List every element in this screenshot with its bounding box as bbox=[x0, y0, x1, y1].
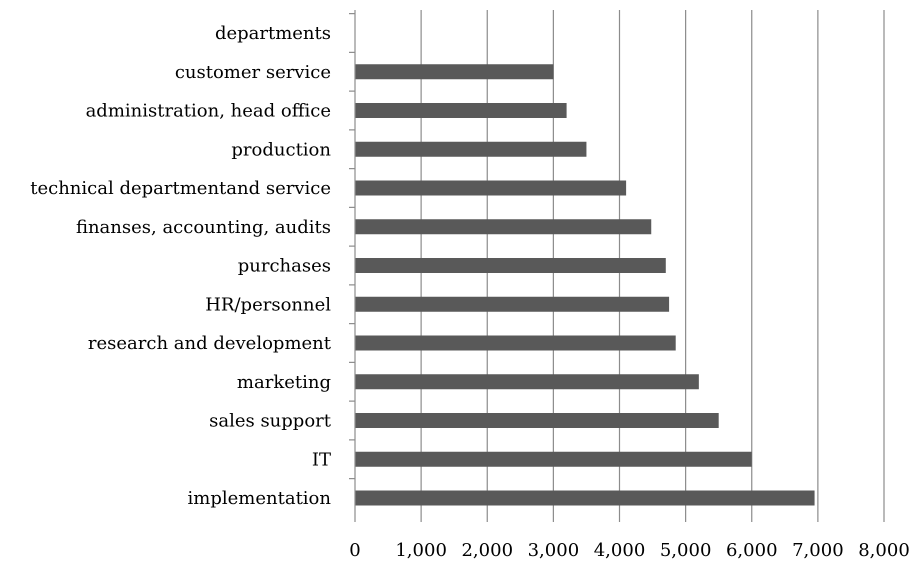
category-label: customer service bbox=[175, 62, 331, 83]
x-tick-labels: 0 1,000 2,000 3,000 4,000 5,000 6,000 7,000 8,00… bbox=[349, 540, 909, 561]
bar bbox=[355, 64, 554, 80]
bar bbox=[355, 296, 670, 312]
x-tick-label: 1,000 bbox=[395, 540, 447, 561]
x-tick-label: 5,000 bbox=[660, 540, 712, 561]
category-label: finanses, accounting, audits bbox=[76, 217, 331, 238]
category-label: marketing bbox=[237, 372, 331, 393]
bar bbox=[355, 219, 652, 235]
bar bbox=[355, 180, 627, 196]
category-label: research and development bbox=[88, 333, 332, 354]
bar bbox=[355, 374, 699, 390]
category-label: purchases bbox=[238, 256, 331, 277]
y-axis bbox=[349, 10, 885, 522]
category-label: IT bbox=[312, 449, 331, 470]
bar bbox=[355, 258, 666, 273]
category-label: HR/personnel bbox=[205, 294, 331, 315]
x-tick-label: 3,000 bbox=[528, 540, 580, 561]
x-tick-label: 0 bbox=[349, 540, 360, 561]
bar bbox=[355, 335, 676, 351]
category-label: departments bbox=[215, 23, 331, 44]
bar bbox=[355, 103, 567, 118]
category-label: production bbox=[231, 139, 331, 160]
category-label: sales support bbox=[209, 411, 332, 432]
x-tick-label: 4,000 bbox=[594, 540, 646, 561]
bar bbox=[355, 141, 587, 157]
x-tick-label: 2,000 bbox=[461, 540, 513, 561]
category-label: implementation bbox=[188, 488, 332, 509]
category-labels: departments customer service administratio… bbox=[30, 23, 332, 509]
category-label: technical departmentand service bbox=[30, 178, 331, 199]
x-tick-label: 7,000 bbox=[792, 540, 844, 561]
x-tick-label: 6,000 bbox=[726, 540, 778, 561]
bar bbox=[355, 490, 815, 506]
x-tick-label: 8,000 bbox=[858, 540, 910, 561]
bar bbox=[355, 413, 719, 428]
category-label: administration, head office bbox=[86, 101, 331, 122]
bars bbox=[355, 64, 815, 506]
bar bbox=[355, 451, 752, 467]
